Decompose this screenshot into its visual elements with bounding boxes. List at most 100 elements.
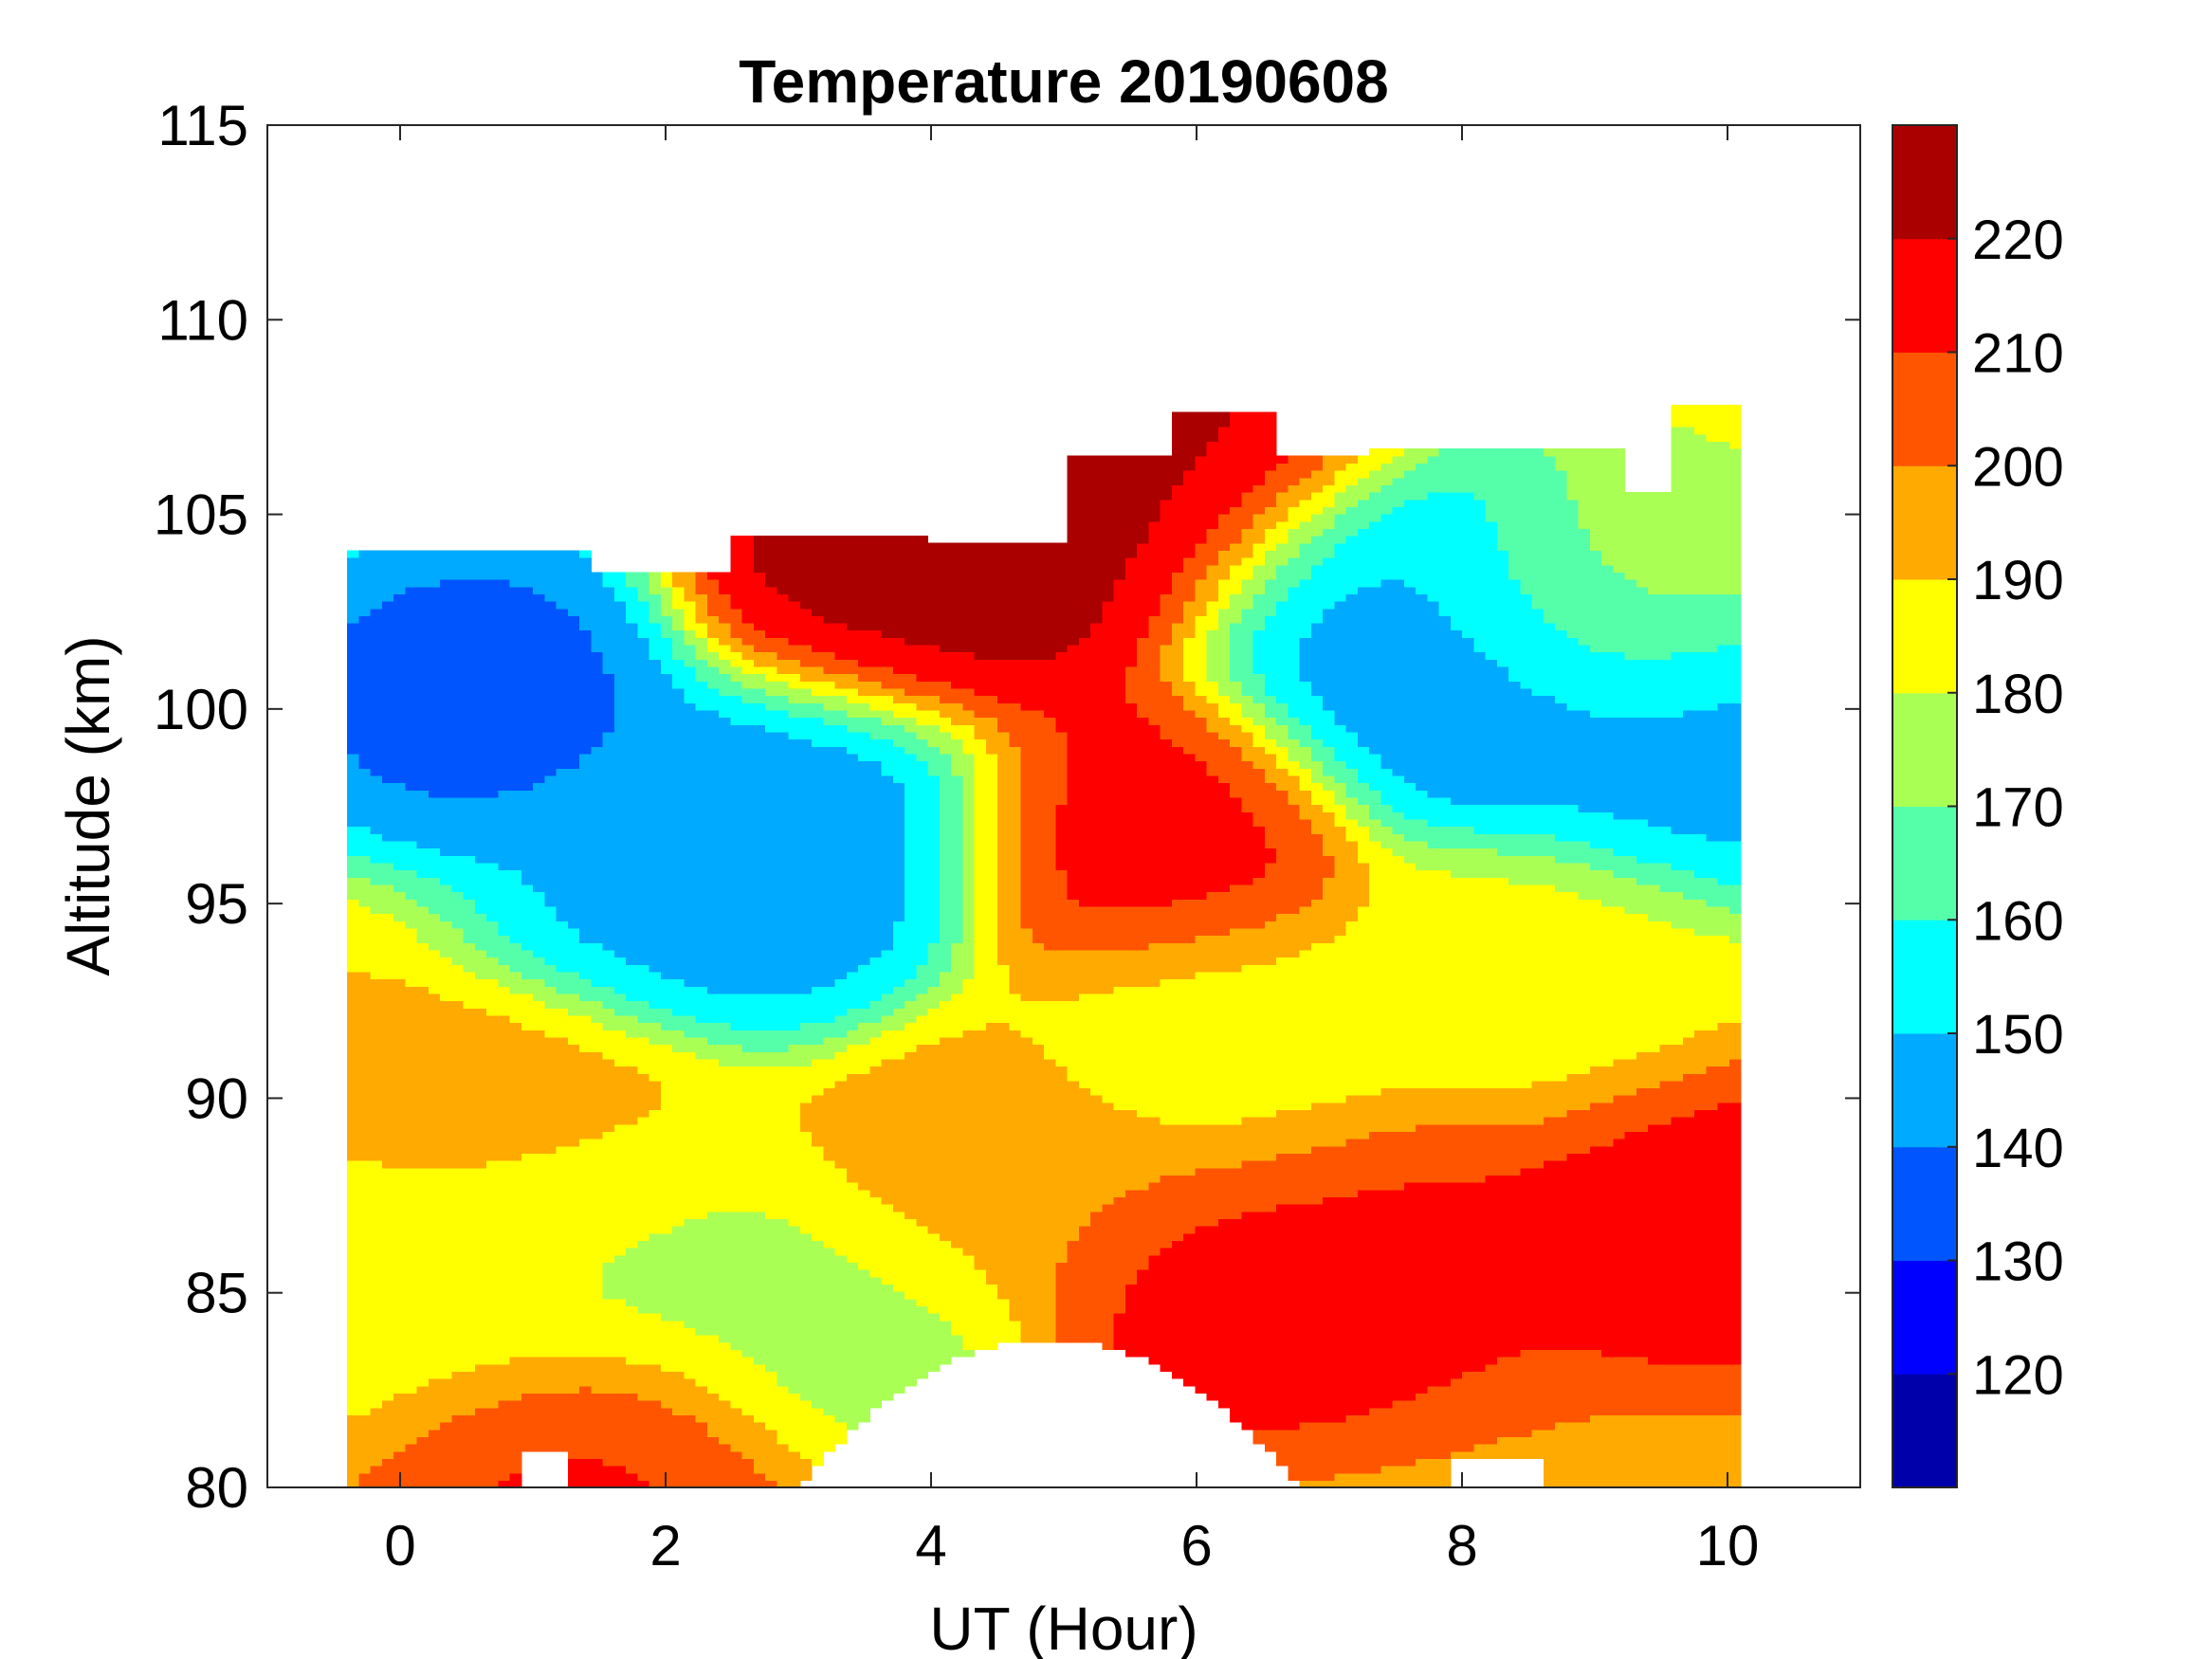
contour-cell	[684, 651, 697, 660]
contour-cell	[777, 673, 790, 682]
contour-cell	[486, 1400, 499, 1409]
contour-cell	[626, 1087, 638, 1096]
contour-cell	[730, 891, 743, 900]
contour-cell	[567, 1226, 580, 1234]
contour-cell	[695, 644, 708, 653]
contour-cell	[741, 1080, 755, 1089]
contour-cell	[660, 884, 673, 893]
contour-cell	[602, 1153, 615, 1161]
contour-cell	[660, 935, 673, 943]
contour-cell	[579, 1131, 592, 1139]
contour-cell	[695, 1204, 708, 1212]
contour-cell	[498, 1371, 511, 1379]
contour-cell	[753, 913, 766, 921]
contour-cell	[567, 1022, 580, 1030]
contour-cell	[358, 586, 372, 594]
contour-cell	[416, 1385, 430, 1394]
contour-cell	[719, 1291, 731, 1300]
contour-cell	[474, 760, 487, 769]
contour-cell	[370, 1044, 383, 1052]
contour-cell	[474, 942, 487, 951]
contour-cell	[381, 790, 394, 798]
contour-cell	[463, 1058, 476, 1067]
contour-cell	[533, 1305, 545, 1314]
contour-cell	[741, 1407, 755, 1415]
contour-cell	[393, 1363, 406, 1372]
contour-cell	[719, 738, 731, 747]
contour-cell	[579, 1014, 592, 1024]
contour-cell	[405, 1226, 418, 1234]
contour-cell	[684, 1226, 697, 1234]
contour-cell	[788, 1291, 801, 1300]
contour-cell	[788, 1341, 801, 1350]
contour-cell	[474, 1407, 487, 1415]
contour-cell	[695, 1291, 708, 1300]
contour-cell	[613, 986, 627, 994]
contour-cell	[544, 738, 558, 747]
contour-cell	[626, 913, 638, 921]
contour-cell	[451, 1335, 465, 1343]
contour-cell	[695, 1073, 708, 1082]
contour-cell	[684, 1167, 697, 1176]
contour-cell	[719, 884, 731, 893]
contour-cell	[602, 768, 615, 776]
contour-cell	[474, 746, 487, 755]
contour-cell	[637, 877, 650, 885]
contour-cell	[765, 1014, 777, 1024]
contour-cell	[393, 1305, 406, 1314]
contour-cell	[602, 935, 615, 943]
contour-cell	[660, 1066, 673, 1074]
contour-cell	[684, 1414, 697, 1423]
contour-cell	[544, 1276, 558, 1285]
contour-cell	[777, 1385, 790, 1394]
contour-cell	[719, 964, 731, 973]
contour-cell	[660, 1254, 673, 1264]
contour-cell	[556, 1014, 569, 1024]
contour-cell	[626, 753, 638, 762]
contour-cell	[428, 1429, 441, 1437]
contour-cell	[358, 993, 372, 1002]
contour-cell	[416, 1044, 430, 1052]
contour-cell	[347, 695, 359, 703]
contour-cell	[579, 1450, 592, 1459]
contour-cell	[613, 622, 627, 631]
contour-cell	[533, 818, 545, 828]
contour-cell	[486, 709, 499, 719]
contour-cell	[672, 818, 685, 828]
contour-cell	[381, 1466, 394, 1474]
contour-cell	[347, 1436, 359, 1445]
contour-cell	[695, 1008, 708, 1016]
contour-cell	[358, 986, 372, 994]
contour-cell	[672, 1058, 685, 1067]
contour-cell	[486, 921, 499, 929]
contour-cell	[556, 753, 569, 762]
contour-cell	[637, 1450, 650, 1459]
contour-cell	[533, 1429, 545, 1437]
contour-cell	[741, 1284, 755, 1292]
contour-cell	[428, 1226, 441, 1234]
contour-cell	[416, 1109, 430, 1118]
contour-cell	[509, 1182, 522, 1191]
contour-cell	[486, 1429, 499, 1437]
contour-cell	[428, 869, 441, 878]
contour-cell	[719, 702, 731, 711]
contour-cell	[719, 1014, 731, 1024]
contour-cell	[474, 1400, 487, 1409]
contour-cell	[440, 1080, 452, 1089]
contour-cell	[486, 1335, 499, 1343]
contour-cell	[393, 1313, 406, 1322]
contour-cell	[719, 1073, 731, 1082]
contour-cell	[498, 1240, 511, 1249]
contour-cell	[463, 1196, 476, 1205]
contour-cell	[741, 927, 755, 937]
contour-cell	[486, 993, 499, 1002]
contour-cell	[637, 826, 650, 834]
contour-cell	[474, 964, 487, 973]
contour-cell	[706, 731, 720, 740]
contour-cell	[602, 993, 615, 1002]
contour-cell	[753, 1240, 766, 1249]
contour-cell	[393, 1008, 406, 1016]
contour-cell	[649, 1450, 662, 1459]
contour-cell	[521, 1102, 534, 1111]
contour-cell	[486, 1363, 499, 1372]
